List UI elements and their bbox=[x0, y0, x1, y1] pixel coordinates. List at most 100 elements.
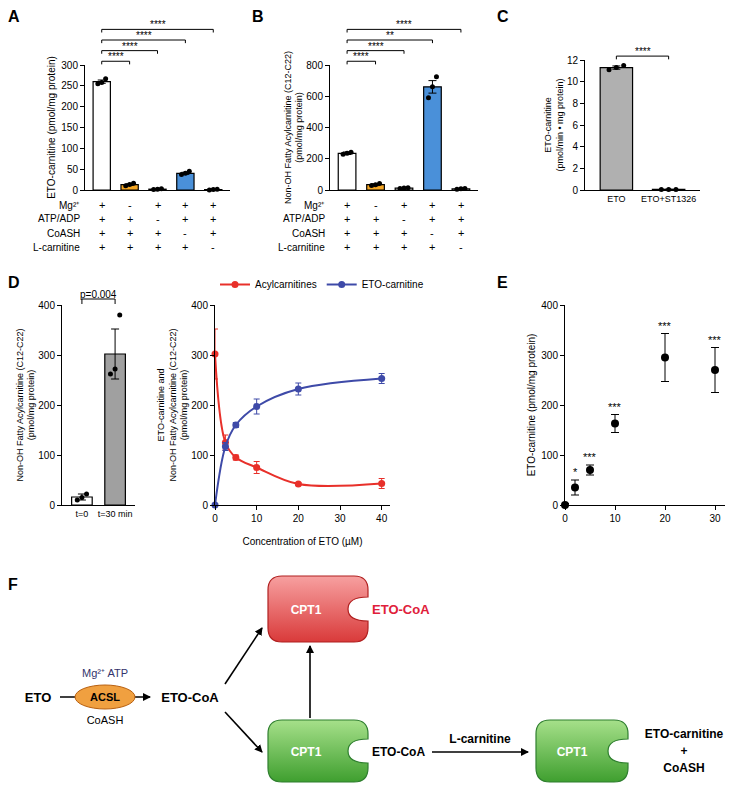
svg-text:****: **** bbox=[150, 19, 166, 30]
svg-text:-: - bbox=[211, 241, 215, 253]
svg-text:t=30 min: t=30 min bbox=[98, 509, 133, 519]
svg-text:D: D bbox=[8, 274, 20, 291]
svg-text:12: 12 bbox=[567, 55, 579, 66]
svg-text:6: 6 bbox=[572, 120, 578, 131]
svg-text:0: 0 bbox=[72, 185, 78, 196]
svg-text:+: + bbox=[210, 227, 216, 239]
svg-text:300: 300 bbox=[191, 350, 208, 361]
svg-text:4: 4 bbox=[572, 141, 578, 152]
svg-text:ETO-CoA: ETO-CoA bbox=[161, 690, 219, 705]
svg-text:CoASH: CoASH bbox=[663, 761, 704, 775]
svg-text:20: 20 bbox=[293, 513, 305, 524]
svg-text:***: *** bbox=[658, 320, 672, 332]
svg-text:-: - bbox=[156, 213, 160, 225]
svg-text:L-carnitine: L-carnitine bbox=[278, 242, 325, 253]
svg-text:**: ** bbox=[386, 30, 394, 41]
svg-text:****: **** bbox=[635, 46, 651, 57]
svg-text:ATP/ADP: ATP/ADP bbox=[38, 213, 80, 224]
svg-text:L-carnitine: L-carnitine bbox=[33, 242, 80, 253]
svg-text:0: 0 bbox=[317, 185, 323, 196]
svg-text:+: + bbox=[373, 227, 379, 239]
svg-text:+: + bbox=[344, 227, 350, 239]
svg-text:+: + bbox=[155, 199, 161, 211]
svg-text:ETO+ST1326: ETO+ST1326 bbox=[641, 194, 696, 204]
svg-text:200: 200 bbox=[541, 400, 558, 411]
svg-text:+: + bbox=[344, 199, 350, 211]
svg-text:400: 400 bbox=[306, 122, 323, 133]
svg-text:C: C bbox=[497, 8, 509, 25]
svg-text:-: - bbox=[183, 227, 187, 239]
svg-text:+: + bbox=[210, 213, 216, 225]
svg-text:+: + bbox=[155, 227, 161, 239]
svg-text:30: 30 bbox=[334, 513, 346, 524]
svg-text:+: + bbox=[99, 199, 105, 211]
svg-text:p=0.004: p=0.004 bbox=[80, 289, 117, 300]
svg-text:+: + bbox=[401, 199, 407, 211]
svg-text:Acylcarnitines: Acylcarnitines bbox=[255, 279, 317, 290]
svg-text:+: + bbox=[99, 227, 105, 239]
svg-text:Mg²⁺: Mg²⁺ bbox=[59, 200, 80, 211]
svg-text:F: F bbox=[8, 576, 18, 593]
svg-text:+: + bbox=[127, 213, 133, 225]
svg-text:*: * bbox=[573, 466, 578, 478]
svg-text:+: + bbox=[127, 227, 133, 239]
svg-text:0: 0 bbox=[49, 500, 55, 511]
svg-text:0: 0 bbox=[552, 500, 558, 511]
svg-text:***: *** bbox=[708, 334, 722, 346]
svg-text:200: 200 bbox=[191, 400, 208, 411]
svg-text:600: 600 bbox=[306, 91, 323, 102]
svg-text:150: 150 bbox=[61, 122, 78, 133]
svg-text:Concentration of ETO (µM): Concentration of ETO (µM) bbox=[242, 536, 362, 547]
svg-text:250: 250 bbox=[61, 80, 78, 91]
svg-text:***: *** bbox=[608, 401, 622, 413]
svg-text:200: 200 bbox=[38, 400, 55, 411]
svg-text:40: 40 bbox=[376, 513, 388, 524]
svg-text:****: **** bbox=[368, 41, 384, 52]
svg-text:E: E bbox=[497, 274, 508, 291]
svg-text:100: 100 bbox=[541, 450, 558, 461]
svg-text:0: 0 bbox=[572, 185, 578, 196]
svg-text:Mg²⁺ ATP: Mg²⁺ ATP bbox=[82, 667, 128, 679]
svg-text:+: + bbox=[182, 213, 188, 225]
svg-text:L-carnitine: L-carnitine bbox=[449, 732, 511, 746]
svg-text:30: 30 bbox=[709, 513, 721, 524]
svg-text:Non-OH Fatty Acylcarnitine (C1: Non-OH Fatty Acylcarnitine (C12-C22)(pmo… bbox=[15, 328, 37, 481]
svg-text:+: + bbox=[182, 241, 188, 253]
svg-text:800: 800 bbox=[306, 60, 323, 71]
svg-text:+: + bbox=[401, 241, 407, 253]
svg-text:****: **** bbox=[108, 51, 124, 62]
svg-text:A: A bbox=[8, 8, 20, 25]
svg-text:+: + bbox=[680, 744, 687, 758]
svg-text:CPT1: CPT1 bbox=[557, 745, 588, 759]
svg-text:ETO-carnitine(pmol/min • mg pr: ETO-carnitine(pmol/min • mg protein) bbox=[543, 78, 565, 171]
svg-text:CPT1: CPT1 bbox=[291, 745, 322, 759]
svg-text:Non-OH Fatty Acylcarnitine (C1: Non-OH Fatty Acylcarnitine (C12-C22)(pmo… bbox=[283, 51, 305, 204]
svg-text:***: *** bbox=[583, 451, 597, 463]
svg-text:400: 400 bbox=[541, 300, 558, 311]
svg-text:ETO-carnitine andNon-OH Fatty: ETO-carnitine andNon-OH Fatty Acylcarnit… bbox=[156, 328, 189, 481]
svg-text:ETO-CoA: ETO-CoA bbox=[372, 602, 430, 617]
svg-text:CoASH: CoASH bbox=[292, 228, 325, 239]
svg-text:+: + bbox=[458, 213, 464, 225]
svg-text:+: + bbox=[344, 213, 350, 225]
svg-text:****: **** bbox=[353, 51, 369, 62]
svg-text:-: - bbox=[128, 199, 132, 211]
svg-text:100: 100 bbox=[61, 143, 78, 154]
svg-text:t=0: t=0 bbox=[76, 509, 89, 519]
svg-text:ETO: ETO bbox=[607, 194, 625, 204]
svg-text:CPT1: CPT1 bbox=[291, 603, 322, 617]
svg-text:ETO-CoA: ETO-CoA bbox=[372, 745, 425, 759]
svg-text:+: + bbox=[155, 241, 161, 253]
svg-text:-: - bbox=[402, 213, 406, 225]
svg-text:CoASH: CoASH bbox=[87, 714, 124, 726]
svg-text:+: + bbox=[210, 199, 216, 211]
svg-text:200: 200 bbox=[306, 153, 323, 164]
svg-text:50: 50 bbox=[67, 164, 79, 175]
svg-text:****: **** bbox=[122, 41, 138, 52]
svg-text:ETO: ETO bbox=[25, 690, 52, 705]
svg-text:300: 300 bbox=[61, 60, 78, 71]
svg-text:CoASH: CoASH bbox=[47, 228, 80, 239]
svg-text:400: 400 bbox=[191, 300, 208, 311]
svg-text:ACSL: ACSL bbox=[90, 691, 120, 703]
svg-text:20: 20 bbox=[659, 513, 671, 524]
